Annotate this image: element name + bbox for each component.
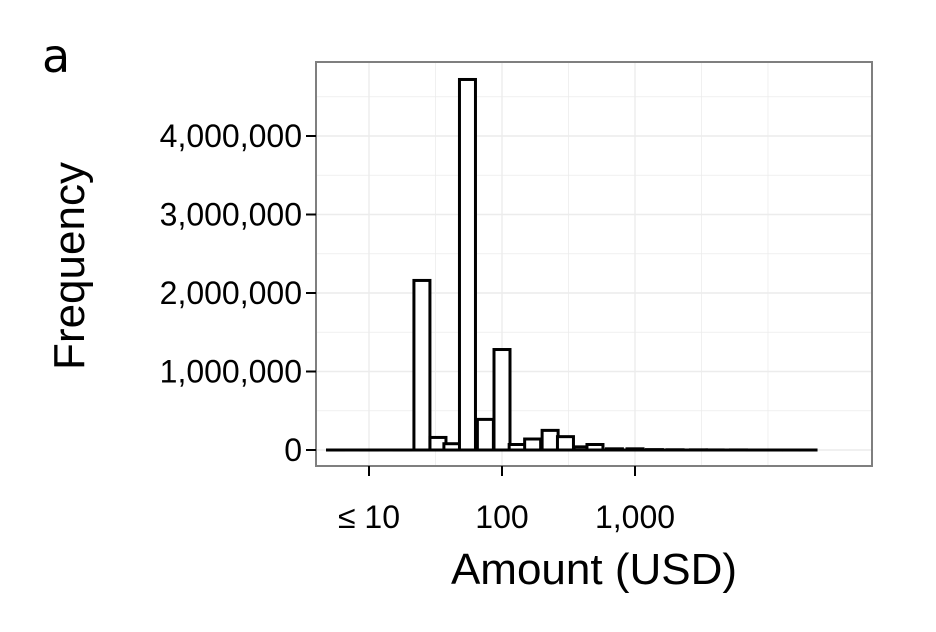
- histogram-bar: [475, 417, 495, 452]
- y-tick-label: 3,000,000: [160, 197, 302, 233]
- y-axis-title: Frequency: [45, 162, 94, 370]
- y-tick-label: 2,000,000: [160, 275, 302, 311]
- histogram-bar: [492, 348, 512, 452]
- histogram-bar: [412, 278, 432, 452]
- x-axis: ≤ 10 100 1,000: [338, 466, 675, 535]
- histogram-bar: [540, 428, 560, 452]
- x-axis-title: Amount (USD): [451, 545, 737, 594]
- histogram-bar: [457, 77, 477, 452]
- x-tick-label: ≤ 10: [338, 499, 400, 535]
- x-tick-label: 1,000: [595, 499, 675, 535]
- grid-lines: [316, 62, 872, 466]
- x-tick-label: 100: [475, 499, 528, 535]
- plot-panel-border: [315, 61, 873, 467]
- histogram-bars: [326, 77, 818, 452]
- histogram-bar: [523, 437, 543, 452]
- y-tick-label: 0: [284, 432, 302, 468]
- y-tick-label: 1,000,000: [160, 354, 302, 390]
- panel-label: a: [42, 29, 70, 83]
- y-tick-label: 4,000,000: [160, 118, 302, 154]
- y-axis: 0 1,000,000 2,000,000 3,000,000 4,000,000: [160, 118, 316, 468]
- histogram-bar: [555, 435, 575, 452]
